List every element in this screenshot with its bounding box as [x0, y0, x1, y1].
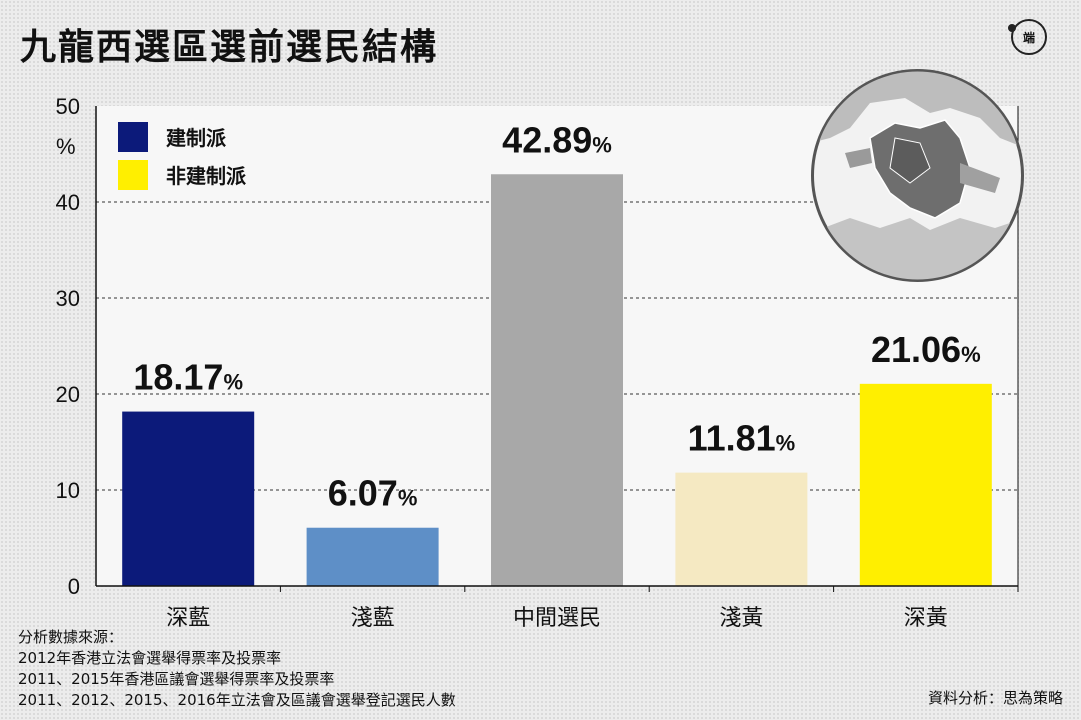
y-tick-label: 20	[56, 382, 80, 407]
chart-title: 九龍西選區選前選民結構	[20, 27, 439, 68]
source-line: 2012年香港立法會選舉得票率及投票率	[18, 649, 282, 667]
legend-swatch	[118, 122, 148, 152]
source-line: 2011、2015年香港區議會選舉得票率及投票率	[18, 670, 335, 688]
y-tick-label: 10	[56, 478, 80, 503]
bar	[675, 472, 808, 586]
data-label: 18.17%	[133, 357, 243, 398]
logo-text: 端	[1022, 30, 1035, 45]
x-tick-label: 深黃	[904, 606, 948, 631]
y-tick-label: 0	[68, 574, 80, 599]
bar	[122, 411, 255, 586]
sources-heading: 分析數據來源：	[18, 628, 124, 646]
publisher-logo: 端	[1011, 19, 1047, 55]
data-label: 21.06%	[871, 329, 981, 370]
x-tick-label: 淺黃	[719, 606, 763, 631]
axes: 0 10 20 30 40 50%	[56, 94, 1019, 599]
labels: 18.17% 深藍 6.07% 淺藍 42.89% 中間選民 11.81% 淺黃 21.06% 深…	[133, 119, 980, 631]
source-line: 2011、2012、2015、2016年立法會及區議會選舉登記選民人數	[18, 691, 456, 709]
district-map	[810, 68, 1025, 283]
data-label: 11.81%	[688, 418, 796, 459]
data-sources: 分析數據來源： 2012年香港立法會選舉得票率及投票率 2011、2015年香港…	[18, 627, 456, 711]
data-label: 42.89%	[502, 119, 612, 160]
map-illustration	[811, 69, 1024, 282]
y-tick-label: 40	[56, 190, 80, 215]
y-axis-unit: %	[56, 134, 76, 159]
legend-swatch	[118, 160, 148, 190]
x-tick-label: 淺藍	[351, 606, 395, 631]
bars	[122, 174, 992, 587]
bar	[859, 383, 992, 586]
x-tick-label: 中間選民	[513, 606, 601, 631]
analysis-credit: 資料分析：思為策略	[927, 689, 1063, 707]
bar	[491, 174, 623, 587]
legend-label: 建制派	[166, 126, 227, 150]
bar	[306, 527, 439, 586]
legend-label: 非建制派	[166, 164, 247, 188]
data-label: 6.07%	[328, 473, 418, 514]
y-tick-label: 50	[56, 94, 80, 119]
y-tick-label: 30	[56, 286, 80, 311]
x-tick-label: 深藍	[166, 606, 210, 631]
